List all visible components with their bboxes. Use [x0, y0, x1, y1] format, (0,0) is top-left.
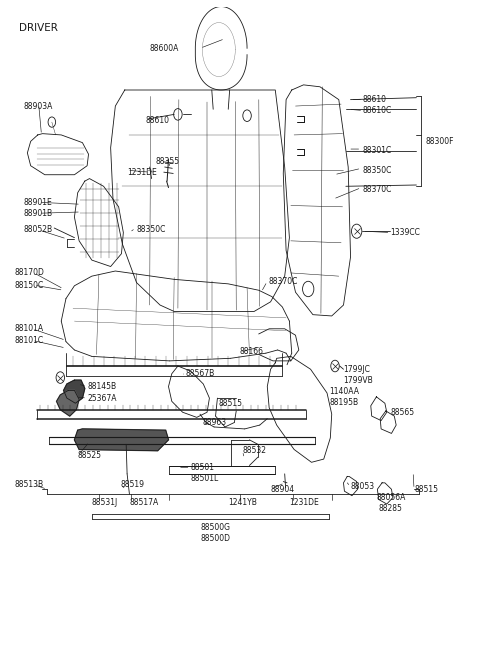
Text: 88532: 88532 [242, 446, 266, 455]
Text: 88531J: 88531J [92, 498, 118, 506]
Polygon shape [63, 380, 85, 403]
Text: 88350C: 88350C [136, 225, 166, 234]
Text: 88350C: 88350C [362, 166, 392, 175]
Text: 88370C: 88370C [268, 277, 298, 286]
Polygon shape [57, 390, 79, 416]
Text: 88501L: 88501L [191, 474, 219, 483]
Text: 88101A: 88101A [14, 324, 43, 333]
Text: 88600A: 88600A [149, 44, 179, 53]
Text: 88567B: 88567B [186, 369, 215, 378]
Text: 88170D: 88170D [14, 269, 44, 278]
Text: 88610C: 88610C [362, 106, 392, 115]
Text: 88515: 88515 [414, 485, 438, 494]
Text: 88565: 88565 [391, 407, 415, 417]
Text: 1140AA: 1140AA [329, 387, 360, 396]
Text: 1231DE: 1231DE [127, 168, 157, 177]
Text: 88963: 88963 [203, 418, 227, 427]
Text: 88101C: 88101C [14, 336, 43, 345]
Text: 88285: 88285 [379, 504, 403, 513]
Text: 88525: 88525 [78, 451, 102, 460]
Text: 88904: 88904 [271, 485, 295, 494]
Text: 88301C: 88301C [362, 147, 392, 155]
Text: 88145B: 88145B [87, 382, 116, 391]
Text: 88501: 88501 [191, 463, 215, 472]
Text: 1231DE: 1231DE [289, 498, 319, 506]
Text: 88513B: 88513B [14, 480, 43, 489]
Text: 88150C: 88150C [14, 280, 44, 290]
Text: 88370C: 88370C [362, 185, 392, 194]
Text: 88355: 88355 [156, 157, 180, 166]
Text: 88903A: 88903A [24, 102, 53, 111]
Text: 88901E: 88901E [24, 198, 52, 207]
Text: 88610: 88610 [362, 95, 386, 104]
Text: 88901B: 88901B [24, 209, 53, 217]
Text: 25367A: 25367A [87, 394, 117, 403]
Text: 88052B: 88052B [24, 225, 53, 234]
Text: 1339CC: 1339CC [391, 228, 420, 237]
Text: 88300F: 88300F [426, 137, 454, 146]
Text: 88195B: 88195B [329, 398, 359, 407]
Text: DRIVER: DRIVER [19, 22, 58, 33]
Text: 88519: 88519 [120, 480, 144, 489]
Text: 88166: 88166 [240, 347, 264, 356]
Text: 88056A: 88056A [376, 493, 406, 502]
Text: 1799JC: 1799JC [344, 365, 371, 374]
Text: 1241YB: 1241YB [228, 498, 257, 506]
Text: 88053: 88053 [350, 482, 375, 491]
Text: 88610: 88610 [146, 117, 170, 125]
Polygon shape [74, 429, 168, 451]
Text: 88517A: 88517A [130, 498, 159, 506]
Text: 88515: 88515 [219, 399, 243, 408]
Text: 88500D: 88500D [200, 534, 230, 542]
Text: 88500G: 88500G [200, 523, 230, 533]
Text: 1799VB: 1799VB [344, 375, 373, 384]
